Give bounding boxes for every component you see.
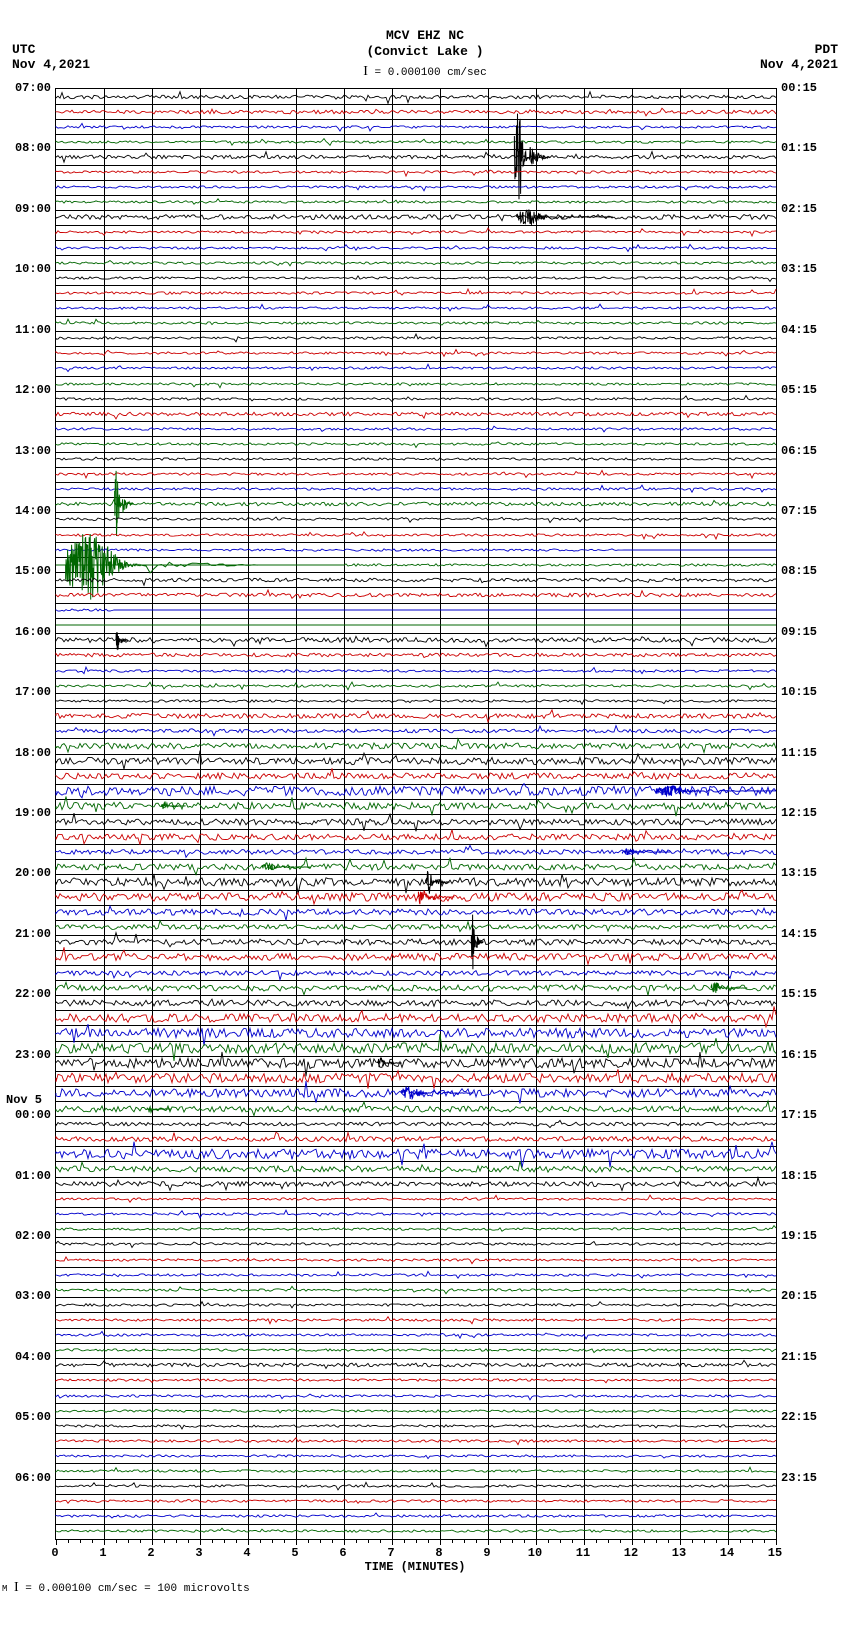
left-time-label: 21:00	[6, 927, 51, 941]
x-tick-label: 2	[147, 1546, 154, 1560]
right-time-label: 12:15	[781, 806, 817, 820]
left-time-label: 23:00	[6, 1048, 51, 1062]
x-tick-label: 13	[672, 1546, 686, 1560]
left-time-label: 13:00	[6, 444, 51, 458]
x-tick-label: 12	[624, 1546, 638, 1560]
right-time-label: 11:15	[781, 746, 817, 760]
right-time-label: 02:15	[781, 202, 817, 216]
left-time-label: 04:00	[6, 1350, 51, 1364]
seismogram-container: MCV EHZ NC (Convict Lake ) I = 0.000100 …	[0, 0, 850, 1613]
left-time-label: 12:00	[6, 383, 51, 397]
x-tick-label: 0	[51, 1546, 58, 1560]
left-time-label: 20:00	[6, 866, 51, 880]
left-time-label: 07:00	[6, 81, 51, 95]
right-time-label: 21:15	[781, 1350, 817, 1364]
left-time-label: 03:00	[6, 1289, 51, 1303]
x-axis-title: TIME (MINUTES)	[365, 1560, 466, 1574]
x-tick-label: 15	[768, 1546, 782, 1560]
left-time-label: 01:00	[6, 1169, 51, 1183]
right-time-label: 08:15	[781, 564, 817, 578]
left-time-label: 15:00	[6, 564, 51, 578]
x-tick-label: 3	[195, 1546, 202, 1560]
right-time-label: 06:15	[781, 444, 817, 458]
left-time-label: 02:00	[6, 1229, 51, 1243]
left-time-label: 14:00	[6, 504, 51, 518]
right-time-label: 19:15	[781, 1229, 817, 1243]
right-time-label: 15:15	[781, 987, 817, 1001]
right-time-label: 04:15	[781, 323, 817, 337]
left-time-label: 10:00	[6, 262, 51, 276]
seismic-trace	[56, 1431, 776, 1631]
left-time-label: 00:00	[6, 1108, 51, 1122]
right-time-label: 17:15	[781, 1108, 817, 1122]
right-time-label: 13:15	[781, 866, 817, 880]
right-time-label: 14:15	[781, 927, 817, 941]
right-time-label: 03:15	[781, 262, 817, 276]
x-tick-label: 11	[576, 1546, 590, 1560]
x-tick-label: 4	[243, 1546, 250, 1560]
right-time-label: 10:15	[781, 685, 817, 699]
right-time-label: 07:15	[781, 504, 817, 518]
x-tick-label: 10	[528, 1546, 542, 1560]
x-tick-label: 1	[99, 1546, 106, 1560]
right-time-label: 00:15	[781, 81, 817, 95]
left-time-label: 22:00	[6, 987, 51, 1001]
right-time-label: 18:15	[781, 1169, 817, 1183]
left-time-label: 09:00	[6, 202, 51, 216]
x-tick-label: 7	[387, 1546, 394, 1560]
seismogram-plot	[55, 88, 777, 1540]
right-time-label: 16:15	[781, 1048, 817, 1062]
right-time-label: 22:15	[781, 1410, 817, 1424]
left-time-label: 06:00	[6, 1471, 51, 1485]
right-time-label: 20:15	[781, 1289, 817, 1303]
right-time-label: 23:15	[781, 1471, 817, 1485]
x-tick-label: 6	[339, 1546, 346, 1560]
x-tick-label: 5	[291, 1546, 298, 1560]
x-tick-label: 14	[720, 1546, 734, 1560]
left-time-label: 17:00	[6, 685, 51, 699]
left-time-label: 11:00	[6, 323, 51, 337]
right-time-label: 09:15	[781, 625, 817, 639]
x-tick-label: 8	[435, 1546, 442, 1560]
x-tick-label: 9	[483, 1546, 490, 1560]
left-time-label: 18:00	[6, 746, 51, 760]
left-time-label: 05:00	[6, 1410, 51, 1424]
footer-scale: M I = 0.000100 cm/sec = 100 microvolts	[2, 1580, 250, 1596]
left-time-label: 16:00	[6, 625, 51, 639]
left-time-label: 19:00	[6, 806, 51, 820]
left-time-label: 08:00	[6, 141, 51, 155]
right-time-label: 05:15	[781, 383, 817, 397]
right-time-label: 01:15	[781, 141, 817, 155]
day-break-label: Nov 5	[6, 1093, 42, 1107]
